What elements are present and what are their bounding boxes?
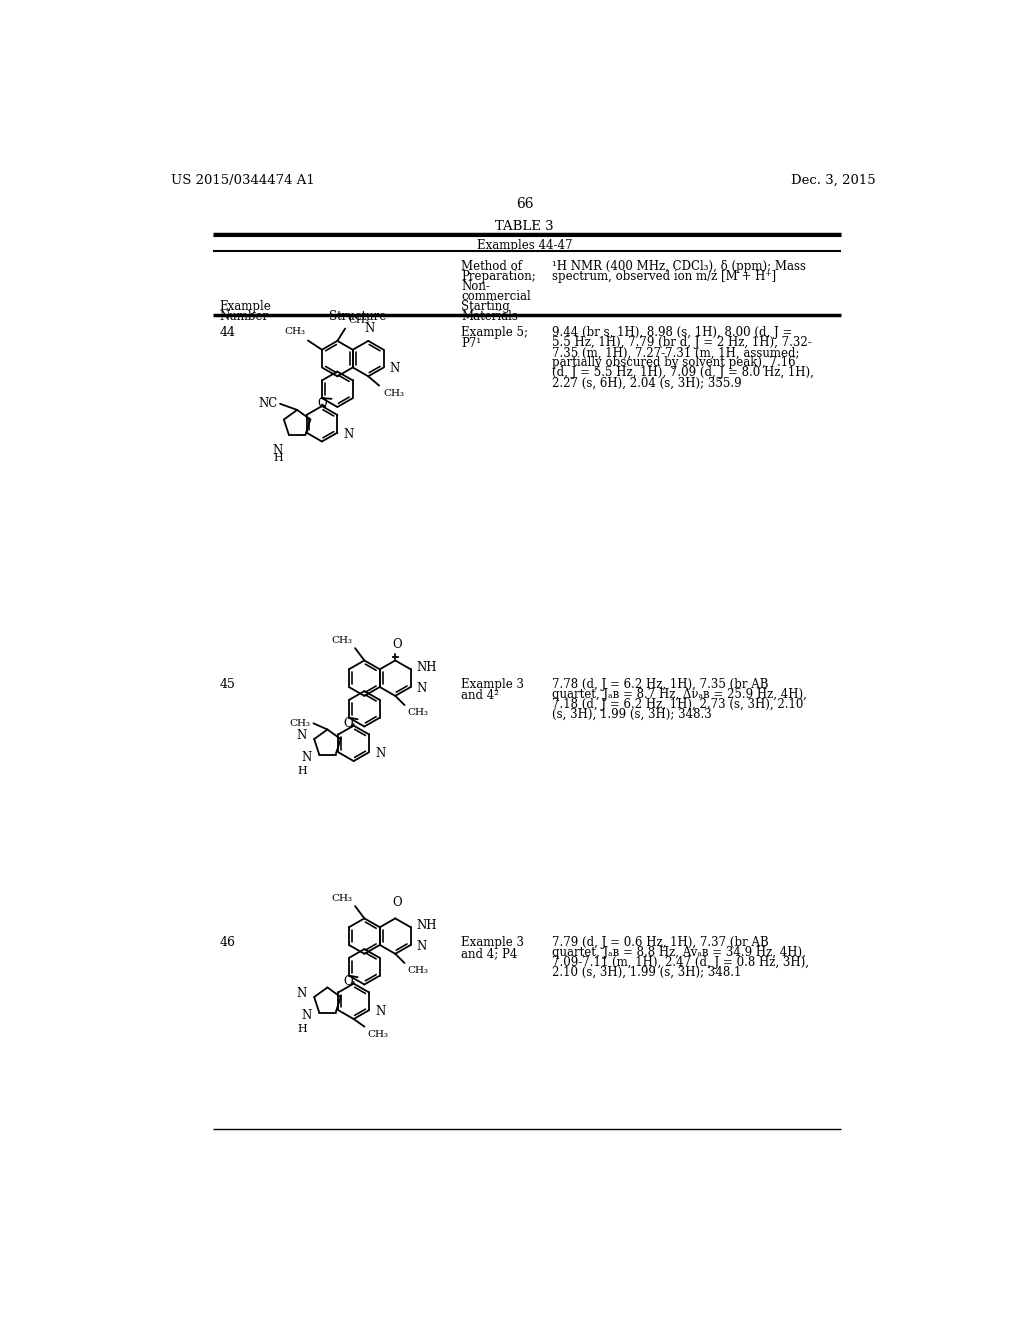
Text: CH₃: CH₃ — [368, 1030, 389, 1039]
Text: 7.35 (m, 1H), 7.27-7.31 (m, 1H, assumed;: 7.35 (m, 1H), 7.27-7.31 (m, 1H, assumed; — [552, 346, 800, 359]
Text: CH₃: CH₃ — [290, 719, 310, 727]
Text: commercial: commercial — [461, 290, 531, 304]
Text: spectrum, observed ion m/z [M + H⁺]: spectrum, observed ion m/z [M + H⁺] — [552, 271, 776, 282]
Text: and 4²: and 4² — [461, 689, 500, 702]
Text: CH₃: CH₃ — [408, 966, 429, 975]
Text: NH: NH — [417, 919, 437, 932]
Text: CH₃: CH₃ — [408, 708, 429, 717]
Text: H: H — [297, 766, 307, 776]
Text: Starting: Starting — [461, 300, 510, 313]
Text: CH₃: CH₃ — [332, 636, 352, 645]
Text: CH₃: CH₃ — [284, 327, 305, 335]
Text: O: O — [392, 638, 401, 651]
Text: 7.78 (d, J = 6.2 Hz, 1H), 7.35 (br AB: 7.78 (d, J = 6.2 Hz, 1H), 7.35 (br AB — [552, 678, 768, 692]
Text: N: N — [365, 322, 375, 335]
Text: N: N — [376, 747, 386, 760]
Text: Example 5;: Example 5; — [461, 326, 528, 339]
Text: 46: 46 — [219, 936, 236, 949]
Text: 2.10 (s, 3H), 1.99 (s, 3H); 348.1: 2.10 (s, 3H), 1.99 (s, 3H); 348.1 — [552, 966, 741, 979]
Text: 44: 44 — [219, 326, 236, 339]
Text: Number: Number — [219, 310, 268, 323]
Text: Example 3: Example 3 — [461, 678, 524, 692]
Text: NH: NH — [417, 661, 437, 675]
Text: quartet, Jₐв = 8.8 Hz, Avₐв = 34.9 Hz, 4H),: quartet, Jₐв = 8.8 Hz, Avₐв = 34.9 Hz, 4… — [552, 946, 806, 960]
Text: Method of: Method of — [461, 260, 522, 273]
Text: N: N — [301, 751, 311, 764]
Text: US 2015/0344474 A1: US 2015/0344474 A1 — [171, 174, 314, 187]
Text: 7.09-7.11 (m, 1H), 2.47 (d, J = 0.8 Hz, 3H),: 7.09-7.11 (m, 1H), 2.47 (d, J = 0.8 Hz, … — [552, 956, 809, 969]
Text: ¹H NMR (400 MHz, CDCl₃), δ (ppm); Mass: ¹H NMR (400 MHz, CDCl₃), δ (ppm); Mass — [552, 260, 806, 273]
Text: N: N — [296, 730, 306, 742]
Text: N: N — [301, 1008, 311, 1022]
Text: N: N — [390, 363, 400, 375]
Text: Preparation;: Preparation; — [461, 271, 536, 282]
Text: P7¹: P7¹ — [461, 337, 481, 350]
Text: 9.44 (br s, 1H), 8.98 (s, 1H), 8.00 (d, J =: 9.44 (br s, 1H), 8.98 (s, 1H), 8.00 (d, … — [552, 326, 793, 339]
Text: N: N — [376, 1006, 386, 1018]
Text: and 4; P4: and 4; P4 — [461, 946, 517, 960]
Text: N: N — [272, 445, 283, 457]
Text: Materials: Materials — [461, 310, 518, 323]
Text: (d, J = 5.5 Hz, 1H), 7.09 (d, J = 8.0 Hz, 1H),: (d, J = 5.5 Hz, 1H), 7.09 (d, J = 8.0 Hz… — [552, 367, 814, 379]
Text: NC: NC — [258, 397, 278, 411]
Text: N: N — [417, 940, 427, 953]
Text: CH₃: CH₃ — [384, 388, 404, 397]
Text: (s, 3H), 1.99 (s, 3H); 348.3: (s, 3H), 1.99 (s, 3H); 348.3 — [552, 708, 712, 721]
Text: O: O — [392, 896, 401, 909]
Text: 7.79 (d, J = 0.6 Hz, 1H), 7.37 (br AB: 7.79 (d, J = 0.6 Hz, 1H), 7.37 (br AB — [552, 936, 769, 949]
Text: quartet, Jₐв = 8.7 Hz, Δνₐв = 25.9 Hz, 4H),: quartet, Jₐв = 8.7 Hz, Δνₐв = 25.9 Hz, 4… — [552, 688, 807, 701]
Text: O: O — [343, 975, 353, 989]
Text: 45: 45 — [219, 678, 236, 692]
Text: partially obscured by solvent peak), 7.16: partially obscured by solvent peak), 7.1… — [552, 356, 796, 370]
Text: Structure: Structure — [330, 310, 387, 323]
Text: 5.5 Hz, 1H), 7.79 (br d, J = 2 Hz, 1H), 7.32-: 5.5 Hz, 1H), 7.79 (br d, J = 2 Hz, 1H), … — [552, 337, 812, 350]
Text: O: O — [317, 397, 327, 411]
Text: CH₃: CH₃ — [332, 894, 352, 903]
Text: Example 3: Example 3 — [461, 936, 524, 949]
Text: N: N — [344, 428, 354, 441]
Text: O: O — [343, 717, 353, 730]
Text: Example: Example — [219, 300, 271, 313]
Text: Dec. 3, 2015: Dec. 3, 2015 — [792, 174, 876, 187]
Text: 7.18 (d, J = 6.2 Hz, 1H), 2.73 (s, 3H), 2.10: 7.18 (d, J = 6.2 Hz, 1H), 2.73 (s, 3H), … — [552, 698, 803, 711]
Text: CH₃: CH₃ — [348, 317, 370, 326]
Text: Non-: Non- — [461, 280, 490, 293]
Text: 2.27 (s, 6H), 2.04 (s, 3H); 355.9: 2.27 (s, 6H), 2.04 (s, 3H); 355.9 — [552, 376, 741, 389]
Text: N: N — [296, 987, 306, 1001]
Text: N: N — [417, 682, 427, 696]
Text: H: H — [273, 453, 283, 463]
Text: 66: 66 — [516, 197, 534, 211]
Text: H: H — [297, 1024, 307, 1034]
Text: TABLE 3: TABLE 3 — [496, 220, 554, 234]
Text: Examples 44-47: Examples 44-47 — [477, 239, 572, 252]
